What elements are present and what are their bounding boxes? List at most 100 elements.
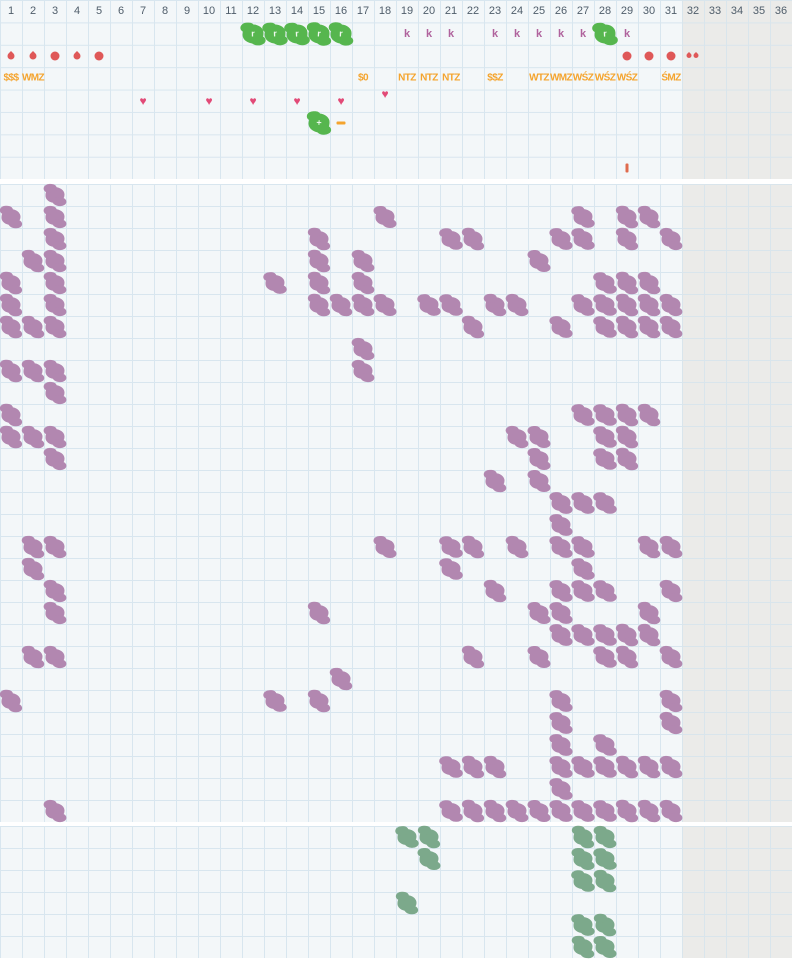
purple-cell-mark[interactable] — [551, 538, 571, 556]
purple-cell-mark[interactable] — [551, 516, 571, 534]
purple-cell-mark[interactable] — [1, 428, 21, 446]
purple-cell-mark[interactable] — [595, 494, 615, 512]
purple-cell-mark[interactable] — [485, 296, 505, 314]
purple-cell-mark[interactable] — [507, 538, 527, 556]
green-cell-mark[interactable] — [419, 828, 439, 846]
purple-cell-mark[interactable] — [551, 494, 571, 512]
purple-cell-mark[interactable] — [573, 208, 593, 226]
purple-cell-mark[interactable] — [45, 450, 65, 468]
purple-cell-mark[interactable] — [527, 646, 551, 668]
purple-cell-mark[interactable] — [661, 230, 681, 248]
purple-cell-mark[interactable] — [507, 802, 527, 820]
purple-cell-mark[interactable] — [551, 230, 571, 248]
purple-cell-mark[interactable] — [463, 648, 483, 666]
purple-cell-mark[interactable] — [45, 538, 65, 556]
purple-cell-mark[interactable] — [373, 536, 397, 558]
purple-cell-mark[interactable] — [527, 800, 551, 822]
green-cell-mark[interactable] — [573, 828, 593, 846]
purple-cell-mark[interactable] — [595, 626, 615, 644]
purple-cell-mark[interactable] — [639, 296, 659, 314]
purple-cell-mark[interactable] — [617, 428, 637, 446]
purple-cell-mark[interactable] — [639, 538, 659, 556]
purple-cell-mark[interactable] — [331, 670, 351, 688]
purple-cell-mark[interactable] — [639, 208, 659, 226]
purple-cell-mark[interactable] — [617, 802, 637, 820]
purple-cell-mark[interactable] — [45, 648, 65, 666]
purple-cell-mark[interactable] — [639, 626, 659, 644]
purple-cell-mark[interactable] — [485, 472, 505, 490]
purple-cell-mark[interactable] — [463, 538, 483, 556]
purple-cell-mark[interactable] — [485, 758, 505, 776]
purple-cell-mark[interactable] — [265, 274, 285, 292]
purple-cell-mark[interactable] — [551, 692, 571, 710]
purple-cell-mark[interactable] — [23, 252, 43, 270]
purple-cell-mark[interactable] — [507, 296, 527, 314]
purple-cell-mark[interactable] — [595, 802, 615, 820]
purple-cell-mark[interactable] — [309, 274, 329, 292]
main-grid-section[interactable] — [0, 184, 792, 822]
purple-cell-mark[interactable] — [45, 384, 65, 402]
crop-scribble-icon[interactable]: r — [264, 23, 286, 44]
purple-cell-mark[interactable] — [551, 714, 571, 732]
purple-cell-mark[interactable] — [639, 758, 659, 776]
purple-cell-mark[interactable] — [373, 206, 397, 228]
purple-cell-mark[interactable] — [485, 582, 505, 600]
green-cell-mark[interactable] — [595, 828, 615, 846]
purple-cell-mark[interactable] — [1, 296, 21, 314]
purple-cell-mark[interactable] — [551, 736, 571, 754]
purple-cell-mark[interactable] — [551, 626, 571, 644]
purple-cell-mark[interactable] — [45, 362, 65, 380]
purple-cell-mark[interactable] — [661, 318, 681, 336]
purple-cell-mark[interactable] — [45, 604, 65, 622]
purple-cell-mark[interactable] — [45, 296, 65, 314]
purple-cell-mark[interactable] — [1, 274, 21, 292]
purple-cell-mark[interactable] — [595, 582, 615, 600]
purple-cell-mark[interactable] — [331, 296, 351, 314]
purple-cell-mark[interactable] — [617, 648, 637, 666]
purple-cell-mark[interactable] — [45, 428, 65, 446]
purple-cell-mark[interactable] — [45, 802, 65, 820]
purple-cell-mark[interactable] — [309, 604, 329, 622]
purple-cell-mark[interactable] — [309, 296, 329, 314]
purple-cell-mark[interactable] — [373, 294, 397, 316]
purple-cell-mark[interactable] — [23, 362, 43, 380]
crop-scribble-icon[interactable]: r — [286, 23, 308, 44]
purple-cell-mark[interactable] — [441, 560, 461, 578]
purple-cell-mark[interactable] — [1, 208, 21, 226]
green-cell-mark[interactable] — [573, 872, 593, 890]
purple-cell-mark[interactable] — [527, 470, 551, 492]
purple-cell-mark[interactable] — [353, 252, 373, 270]
purple-cell-mark[interactable] — [353, 340, 373, 358]
purple-cell-mark[interactable] — [617, 274, 637, 292]
purple-cell-mark[interactable] — [573, 758, 593, 776]
crop-scribble-icon[interactable]: r — [242, 23, 264, 44]
purple-cell-mark[interactable] — [573, 582, 593, 600]
purple-cell-mark[interactable] — [573, 626, 593, 644]
purple-cell-mark[interactable] — [661, 802, 681, 820]
green-cell-mark[interactable] — [595, 916, 615, 934]
purple-cell-mark[interactable] — [441, 230, 461, 248]
purple-cell-mark[interactable] — [45, 186, 65, 204]
purple-cell-mark[interactable] — [441, 296, 461, 314]
green-cell-mark[interactable] — [573, 938, 593, 956]
purple-cell-mark[interactable] — [551, 780, 571, 798]
green-cell-mark[interactable] — [593, 936, 617, 958]
crop-scribble-icon[interactable]: r — [594, 23, 616, 44]
purple-cell-mark[interactable] — [441, 758, 461, 776]
purple-cell-mark[interactable] — [573, 296, 593, 314]
purple-cell-mark[interactable] — [353, 362, 373, 380]
purple-cell-mark[interactable] — [639, 274, 659, 292]
purple-cell-mark[interactable] — [1, 692, 21, 710]
purple-cell-mark[interactable] — [353, 296, 373, 314]
purple-cell-mark[interactable] — [551, 758, 571, 776]
purple-cell-mark[interactable] — [595, 758, 615, 776]
crop-scribble-icon[interactable]: + — [308, 113, 330, 134]
purple-cell-mark[interactable] — [573, 494, 593, 512]
purple-cell-mark[interactable] — [45, 582, 65, 600]
purple-cell-mark[interactable] — [639, 318, 659, 336]
green-cell-mark[interactable] — [397, 894, 417, 912]
purple-cell-mark[interactable] — [617, 208, 637, 226]
purple-cell-mark[interactable] — [309, 252, 329, 270]
green-cell-mark[interactable] — [571, 848, 595, 870]
purple-cell-mark[interactable] — [661, 648, 681, 666]
